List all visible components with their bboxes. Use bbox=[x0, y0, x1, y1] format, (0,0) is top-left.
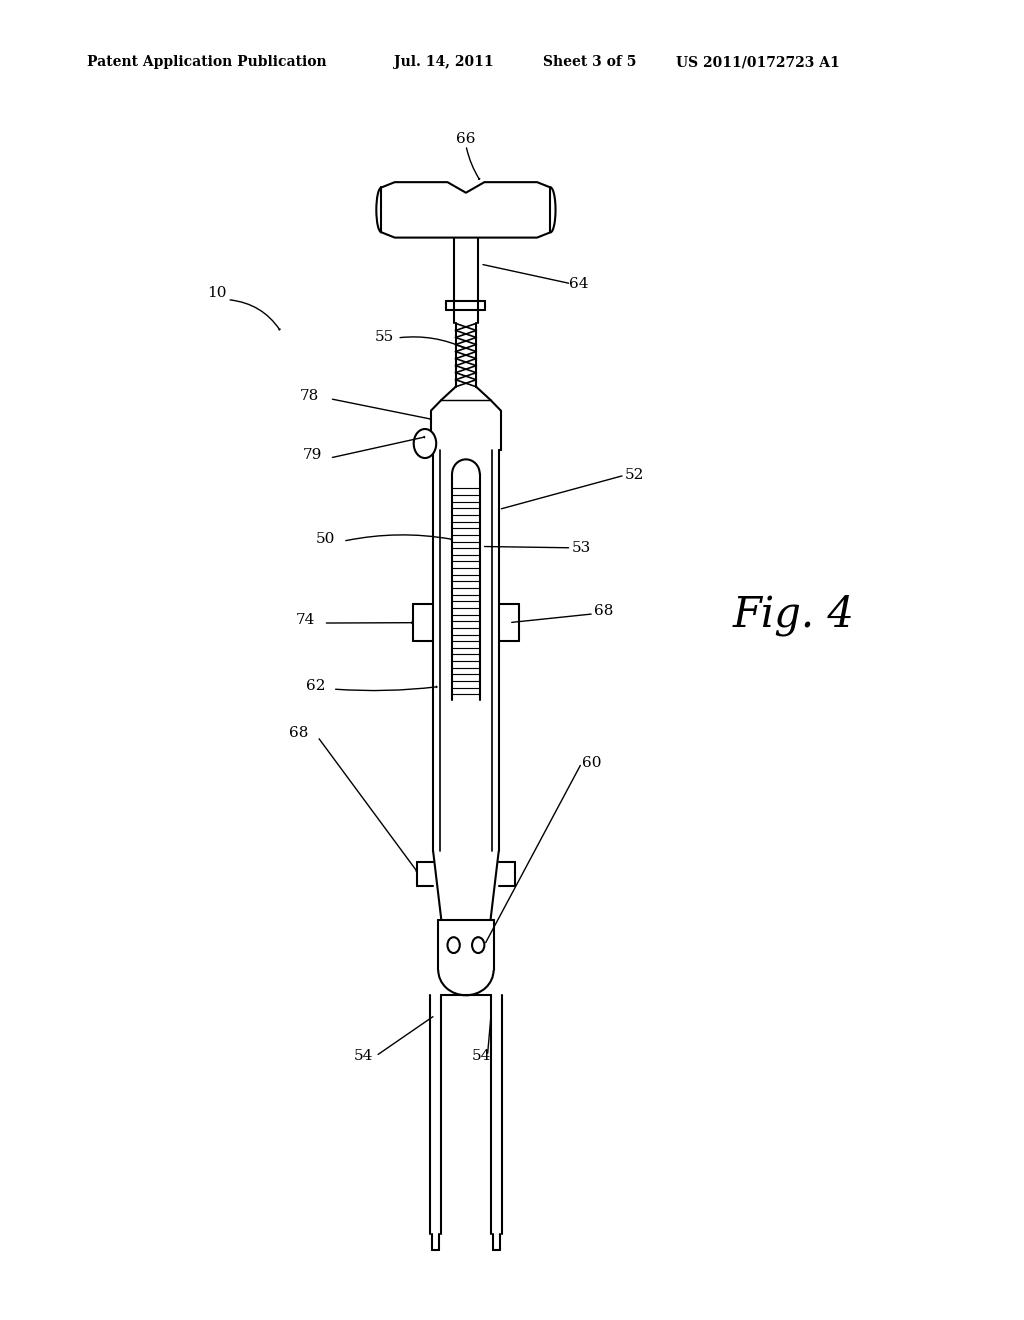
Text: 62: 62 bbox=[305, 680, 326, 693]
Text: Patent Application Publication: Patent Application Publication bbox=[87, 55, 327, 70]
Circle shape bbox=[472, 937, 484, 953]
Text: 50: 50 bbox=[316, 532, 335, 545]
Text: Jul. 14, 2011: Jul. 14, 2011 bbox=[394, 55, 494, 70]
Text: 78: 78 bbox=[300, 389, 318, 403]
Text: Sheet 3 of 5: Sheet 3 of 5 bbox=[543, 55, 636, 70]
Text: 53: 53 bbox=[572, 541, 591, 554]
Circle shape bbox=[447, 937, 460, 953]
Text: 79: 79 bbox=[303, 449, 322, 462]
Text: 74: 74 bbox=[296, 614, 314, 627]
Text: 68: 68 bbox=[595, 605, 613, 618]
Text: 54: 54 bbox=[472, 1049, 490, 1063]
Text: 10: 10 bbox=[207, 286, 227, 300]
Text: 60: 60 bbox=[582, 756, 602, 770]
Text: 52: 52 bbox=[626, 469, 644, 482]
Circle shape bbox=[414, 429, 436, 458]
Text: 55: 55 bbox=[375, 330, 393, 343]
Text: 64: 64 bbox=[568, 277, 589, 290]
Text: US 2011/0172723 A1: US 2011/0172723 A1 bbox=[676, 55, 840, 70]
Text: 54: 54 bbox=[354, 1049, 373, 1063]
Text: 68: 68 bbox=[290, 726, 308, 739]
Text: 66: 66 bbox=[456, 132, 476, 145]
Text: Fig. 4: Fig. 4 bbox=[732, 594, 854, 636]
